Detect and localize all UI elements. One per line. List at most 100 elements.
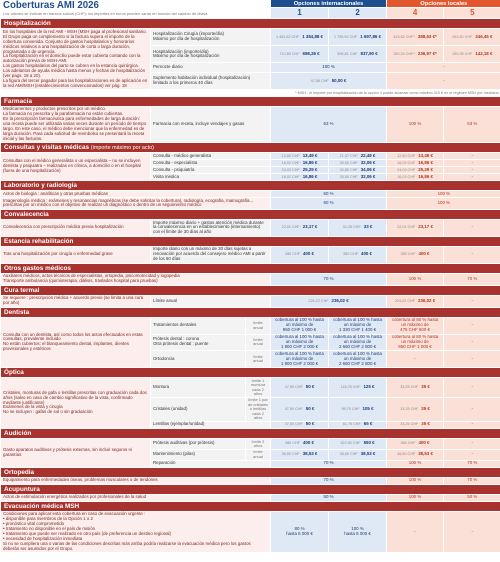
section-description: Se requiere : prescripción médica + acue…	[0, 295, 151, 308]
section-row: Cura termal	[0, 285, 500, 296]
section-title: Cura termal	[0, 285, 500, 296]
value-eur: 400 €	[302, 440, 314, 446]
coverage-value: 33,25 CHF 35 €	[386, 377, 444, 398]
coverage-row: Pernocte diario 100 % -	[1, 62, 500, 74]
coverage-value: 70 %	[443, 273, 500, 286]
coverage-item: Consulta - especialista	[149, 159, 271, 168]
section-row: Evacuación médica MSH	[0, 501, 500, 512]
coverage-value: 380 CHF 400 €	[386, 246, 444, 264]
value-eur: 13,49 €	[302, 152, 318, 158]
value-eur: 35 €	[421, 421, 430, 427]
section-name: Evacuación médica MSH	[4, 502, 80, 510]
coverage-item: Suplemento habitación individual (hospit…	[149, 72, 271, 91]
section-name: Acupuntura	[4, 485, 40, 493]
value-chf: 415,52 CHF*	[393, 34, 415, 39]
value-chf: 36,60 CHF	[339, 452, 358, 457]
coverage-item: Pernocte diario	[149, 62, 271, 74]
coverage-item: Montura	[150, 377, 246, 398]
section-title: Ortopedia	[0, 467, 500, 478]
coverage-value: 32,80 CHF 34,06 €	[328, 166, 387, 175]
coverage-item: Importe máximo diario + gastos atención …	[149, 219, 271, 237]
value-eur: 23,17 €	[302, 224, 318, 230]
coverage-row: Actos de estimulación energética realiza…	[0, 494, 500, 502]
section-name: Otros gastos médicos	[4, 264, 71, 272]
section-row: Acupuntura	[0, 484, 500, 495]
coverage-value: 80 % hasta 6 000 €	[270, 511, 329, 554]
coverage-value: 100 %	[386, 106, 444, 144]
section-title: Otros gastos médicos	[0, 263, 500, 274]
section-description: Cristales, monturas de gafa o lentillas …	[0, 377, 151, 429]
value-eur: 50,00 €	[331, 77, 347, 83]
coverage-row: En los hospitales de la red AMI - MSH (M…	[0, 28, 500, 91]
value-eur: 65 €	[363, 421, 373, 427]
value-eur: 236,97 €*	[417, 50, 437, 56]
value-eur: 35 €	[421, 384, 430, 390]
value-eur: 38,53 €	[360, 451, 376, 457]
section-name: Laboratorio y radiología	[4, 182, 77, 189]
coverage-value: 21,37 CHF 22,49 €	[328, 152, 387, 161]
coverage-value: -	[443, 173, 500, 181]
value-chf: 894,81 CHF	[337, 51, 358, 56]
coverage-value: -	[443, 295, 500, 308]
coverage-value: -	[386, 350, 444, 369]
coverage-value: 70 %	[443, 477, 500, 485]
section-name: Farmacia	[4, 97, 32, 105]
value-chf: 380 CHF	[343, 252, 358, 257]
coverage-value: 50 %	[443, 494, 500, 502]
section-row: Dentista	[0, 307, 500, 318]
value-chf: 24,03 CHF	[397, 167, 416, 172]
section-row: Audición	[0, 428, 500, 440]
coverage-limit: límite 2 años	[244, 438, 271, 450]
section-name: Consultas y visitas médicas	[4, 144, 90, 152]
value-chf: 16,02 CHF	[281, 174, 300, 179]
section-title: Óptica	[0, 367, 500, 379]
option-number: 1	[270, 7, 329, 20]
section-title: Hospitalización	[0, 18, 500, 30]
page-title: Coberturas AMI 2026	[3, 0, 99, 12]
value-chf: 30,50 CHF	[339, 174, 358, 179]
coverage-row: Tras una hospitalización por cirugía o e…	[0, 246, 500, 264]
value-chf: 150,08 CHF	[452, 51, 473, 56]
coverage-value: cobertura al 80 % hasta un máximo de 475…	[386, 317, 444, 335]
value-chf: 263,50 CHF	[452, 34, 473, 39]
value-chf: 21,37 CHF	[339, 153, 358, 158]
value-chf: 30,50 CHF	[339, 160, 358, 165]
coverage-row: Cristales, monturas de gafa o lentillas …	[0, 377, 500, 429]
value-eur: 50 €	[305, 384, 315, 390]
section-row: Consultas y visitas médicas (importe máx…	[0, 142, 500, 154]
coverage-value: 50 %	[270, 494, 387, 502]
note-row: * MSH - el importe por hospitalización d…	[0, 89, 500, 97]
coverage-row: Lentillas (ejemplar/unidad) 47,50 CHF 50 €…	[1, 421, 500, 429]
coverage-item: Ortodoncia	[150, 350, 246, 369]
coverage-value: -	[443, 438, 500, 450]
section-description: Gasto aparatos auditivos y prótesis exte…	[0, 438, 151, 468]
coverage-value: -	[443, 159, 500, 168]
coverage-limit: límite anual	[244, 334, 271, 352]
value-chf: 22,01 CHF	[281, 225, 300, 230]
section-description: Tras una hospitalización por cirugía o e…	[0, 246, 151, 264]
value-chf: 380 CHF	[285, 252, 300, 257]
value-chf: 224,22 CHF	[308, 298, 329, 303]
coverage-value: 16,02 CHF 16,86 €	[386, 173, 444, 181]
coverage-row: Prótesis dental : corona Otra prótesis d…	[1, 334, 500, 352]
coverage-value: 380 CHF 400 €	[270, 438, 329, 450]
value-eur: 32,06 €	[360, 159, 376, 165]
coverage-value: -	[443, 377, 500, 398]
page-subtitle: Los valores se indican en francos suizos…	[3, 11, 208, 17]
section-title: Audición	[0, 428, 500, 440]
section-title: Acupuntura	[0, 484, 500, 495]
value-chf: 32,80 CHF	[339, 167, 358, 172]
section-title: Laboratorio y radiología	[0, 180, 500, 192]
coverage-value: 32,28 CHF 33 €	[328, 219, 387, 237]
value-chf: 1 481,82 CHF	[276, 34, 300, 39]
row-description: Auxiliares médicos, actos técnicos de es…	[0, 273, 271, 286]
coverage-value: cobertura al 100 % hasta un máximo de 1 …	[328, 317, 387, 335]
coverage-row: Visita médica 16,02 CHF 16,86 €30,50 CHF 32…	[1, 173, 500, 181]
value-chf: 522,50 CHF	[340, 441, 361, 446]
value-chf: 1 795,90 CHF	[334, 34, 358, 39]
coverage-row: Consulta - psiquiatría 24,03 CHF 25,29 €32…	[1, 166, 500, 175]
section-title: Farmacia	[0, 96, 500, 107]
value-eur: 16,86 €	[418, 173, 433, 179]
row-description: Actos de biología : analíticas y otras p…	[0, 190, 271, 199]
